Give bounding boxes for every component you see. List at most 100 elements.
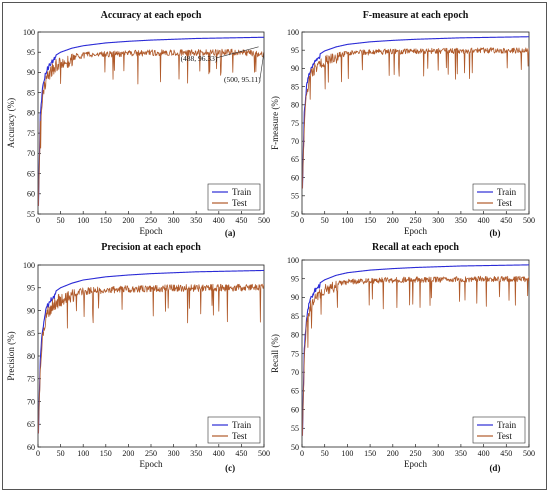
chart-c-xtick-label: 400 xyxy=(213,449,225,458)
chart-b-xtick-label: 350 xyxy=(455,216,467,225)
chart-b-legend xyxy=(472,183,526,211)
chart-a-legend xyxy=(207,183,261,211)
chart-d-xtick-label: 0 xyxy=(300,449,304,458)
chart-d-ytick-label: 65 xyxy=(291,387,299,396)
chart-b-series-train-line xyxy=(302,36,529,189)
chart-a-ytick-label: 70 xyxy=(27,149,35,158)
chart-c-series-test-line xyxy=(38,283,264,434)
figure-frame xyxy=(2,2,547,490)
chart-a-xtick-label: 450 xyxy=(235,216,247,225)
chart-b-xtick-label: 250 xyxy=(410,216,422,225)
chart-a-xtick-label: 200 xyxy=(122,216,134,225)
chart-c-xtick-label: 450 xyxy=(235,449,247,458)
chart-c-series-train-line xyxy=(38,269,264,434)
chart-d-ytick-label: 80 xyxy=(291,331,299,340)
chart-b-series-test-line xyxy=(302,47,529,189)
chart-a-ytick-label: 55 xyxy=(27,210,35,219)
chart-d-ytick-label: 55 xyxy=(291,424,299,433)
chart-b-ytick-label: 55 xyxy=(291,192,299,201)
chart-b-ytick-label: 85 xyxy=(291,82,299,91)
chart-b-ytick-label: 50 xyxy=(291,210,299,219)
chart-a-xtick-label: 150 xyxy=(100,216,112,225)
chart-b-panel-label: (b) xyxy=(489,228,500,238)
chart-d-legend-label: Test xyxy=(497,431,512,441)
chart-d-ytick-label: 75 xyxy=(291,349,299,358)
chart-a-annotation-leader xyxy=(216,46,259,59)
chart-a-legend-label: Train xyxy=(232,187,252,197)
chart-c-ytick-label: 75 xyxy=(27,375,35,384)
chart-d-xtick-label: 250 xyxy=(410,449,422,458)
chart-d-panel-label: (d) xyxy=(489,463,500,473)
chart-a-xtick-label: 50 xyxy=(57,216,65,225)
chart-c-xtick-label: 0 xyxy=(36,449,40,458)
chart-b-xtick-label: 500 xyxy=(523,216,535,225)
chart-a-xtick-label: 250 xyxy=(145,216,157,225)
chart-d-xtick-label: 500 xyxy=(523,449,535,458)
chart-a-series-test-line xyxy=(38,48,264,206)
chart-c-legend xyxy=(207,416,261,444)
chart-d-legend-label: Train xyxy=(497,420,517,430)
chart-c-xtick-label: 300 xyxy=(168,449,180,458)
chart-a: Accuracy at each epoch 0 50 100 150 200 250 300… xyxy=(6,10,270,238)
chart-a-ylabel: Accuracy (%) xyxy=(6,98,16,148)
chart-d-xtick-label: 300 xyxy=(432,449,444,458)
chart-c-legend-label: Train xyxy=(232,420,252,430)
chart-c-xtick-label: 100 xyxy=(77,449,89,458)
chart-a-xtick-label: 400 xyxy=(213,216,225,225)
chart-b-ytick-label: 100 xyxy=(287,28,299,37)
chart-b-legend-label: Test xyxy=(497,198,512,208)
chart-d-ytick-label: 70 xyxy=(291,368,299,377)
chart-a-ytick-label: 95 xyxy=(27,48,35,57)
chart-d-ytick-label: 100 xyxy=(287,256,299,265)
chart-b-xtick-label: 150 xyxy=(364,216,376,225)
chart-d-xtick-label: 400 xyxy=(478,449,490,458)
chart-b-ytick-label: 75 xyxy=(291,119,299,128)
chart-d-series-train-line xyxy=(302,264,529,436)
chart-a-xtick-label: 100 xyxy=(77,216,89,225)
chart-d-ytick-label: 60 xyxy=(291,405,299,414)
chart-d-xtick-label: 50 xyxy=(321,449,329,458)
chart-c-xtick-label: 50 xyxy=(57,449,65,458)
chart-c: Precision at each epoch 0 50 100 150 200 250 30… xyxy=(6,242,270,473)
chart-b-ytick-label: 90 xyxy=(291,64,299,73)
chart-c-ytick-label: 85 xyxy=(27,329,35,338)
chart-d-ytick-label: 85 xyxy=(291,312,299,321)
chart-a-ytick-label: 65 xyxy=(27,169,35,178)
chart-d-ytick-label: 50 xyxy=(291,443,299,452)
chart-d-title: Recall at each epoch xyxy=(372,242,459,253)
chart-c-ytick-label: 65 xyxy=(27,420,35,429)
chart-d-ytick-label: 90 xyxy=(291,293,299,302)
chart-a-annotation: (500, 95.11) xyxy=(224,75,261,84)
chart-c-ytick-label: 95 xyxy=(27,284,35,293)
chart-b-xtick-label: 0 xyxy=(300,216,304,225)
chart-a-ytick-label: 90 xyxy=(27,68,35,77)
chart-b-ytick-label: 95 xyxy=(291,46,299,55)
chart-a-title: Accuracy at each epoch xyxy=(101,10,202,21)
chart-c-xtick-label: 350 xyxy=(190,449,202,458)
chart-d-xlabel: Epoch xyxy=(404,459,427,469)
chart-b-xtick-label: 300 xyxy=(432,216,444,225)
chart-d-xtick-label: 200 xyxy=(387,449,399,458)
chart-c-ytick-label: 70 xyxy=(27,397,35,406)
chart-b-xtick-label: 50 xyxy=(321,216,329,225)
chart-a-ytick-label: 85 xyxy=(27,88,35,97)
chart-c-xlabel: Epoch xyxy=(140,459,163,469)
chart-b-xlabel: Epoch xyxy=(404,226,427,236)
chart-d-xtick-label: 350 xyxy=(455,449,467,458)
chart-a-xtick-label: 350 xyxy=(190,216,202,225)
chart-d-series-test-line xyxy=(302,275,529,436)
chart-b-ytick-label: 65 xyxy=(291,155,299,164)
chart-d-xtick-label: 450 xyxy=(500,449,512,458)
chart-c-legend-label: Test xyxy=(232,431,247,441)
chart-d-xtick-label: 100 xyxy=(341,449,353,458)
chart-c-ytick-label: 80 xyxy=(27,352,35,361)
chart-a-panel-label: (a) xyxy=(225,228,236,238)
chart-c-xtick-label: 150 xyxy=(100,449,112,458)
chart-b-xtick-label: 450 xyxy=(500,216,512,225)
chart-b-xtick-label: 400 xyxy=(478,216,490,225)
chart-a-ytick-label: 80 xyxy=(27,109,35,118)
